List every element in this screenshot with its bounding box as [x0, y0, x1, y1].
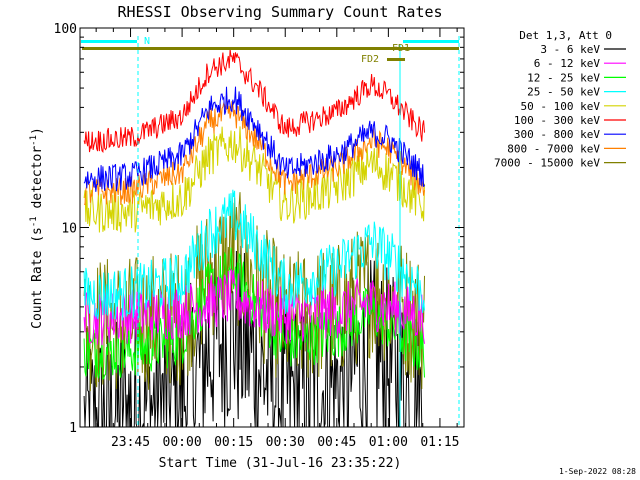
- flag-label-fd2: FD2: [361, 54, 379, 65]
- flag-bar-right: [403, 40, 459, 43]
- axes: 1 10 100 23:45 00:00 00:15 00:30 00:45 01:00 01:1…: [54, 22, 464, 450]
- legend-label: 50 - 100 keV: [521, 100, 601, 113]
- y-axis-label-part: ): [30, 127, 45, 135]
- legend-title: Det 1,3, Att 0: [519, 29, 612, 42]
- flag-bar-fd1: [82, 47, 459, 50]
- legend-label: 7000 - 15000 keV: [494, 157, 600, 170]
- series-line: [83, 49, 425, 154]
- legend-label: 100 - 300 keV: [514, 114, 600, 127]
- plot-area: N FD1 FD2: [81, 36, 460, 428]
- x-axis-label: Start Time (31-Jul-16 23:35:22): [159, 456, 402, 471]
- y-tick-label: 10: [61, 222, 77, 237]
- plot-timestamp: 1-Sep-2022 08:28: [559, 467, 636, 476]
- y-axis-label-part: Count Rate (s: [30, 227, 45, 329]
- legend-label: 3 - 6 keV: [540, 43, 600, 56]
- y-axis-label-exponent: -1: [29, 135, 39, 146]
- series-line: [83, 86, 425, 192]
- flag-bar-fd2: [387, 58, 405, 61]
- x-tick-label: 01:15: [420, 435, 459, 450]
- x-tick-label: 00:00: [163, 435, 202, 450]
- flag-label-fd1: FD1: [392, 43, 410, 54]
- legend-label: 300 - 800 keV: [514, 128, 600, 141]
- y-tick-label: 100: [54, 22, 77, 37]
- legend-label: 800 - 7000 keV: [507, 142, 600, 155]
- legend-label: 25 - 50 keV: [527, 86, 600, 99]
- chart-title: RHESSI Observing Summary Count Rates: [117, 3, 442, 21]
- x-tick-label: 01:00: [369, 435, 408, 450]
- series-line: [83, 268, 425, 346]
- y-axis-label: Count Rate (s-1 detector-1): [29, 127, 45, 329]
- y-axis-label-part: detector: [30, 146, 45, 217]
- y-tick-label: 1: [69, 421, 77, 436]
- x-tick-label: 00:30: [266, 435, 305, 450]
- legend-label: 6 - 12 keV: [534, 57, 601, 70]
- legend-label: 12 - 25 keV: [527, 71, 600, 84]
- flag-bar-n: [81, 40, 137, 43]
- x-tick-label: 00:15: [214, 435, 253, 450]
- x-tick-label: 23:45: [111, 435, 150, 450]
- x-tick-label: 00:45: [317, 435, 356, 450]
- y-axis-label-exponent: -1: [29, 216, 39, 227]
- flag-label-n: N: [144, 36, 150, 47]
- series-line: [83, 189, 425, 321]
